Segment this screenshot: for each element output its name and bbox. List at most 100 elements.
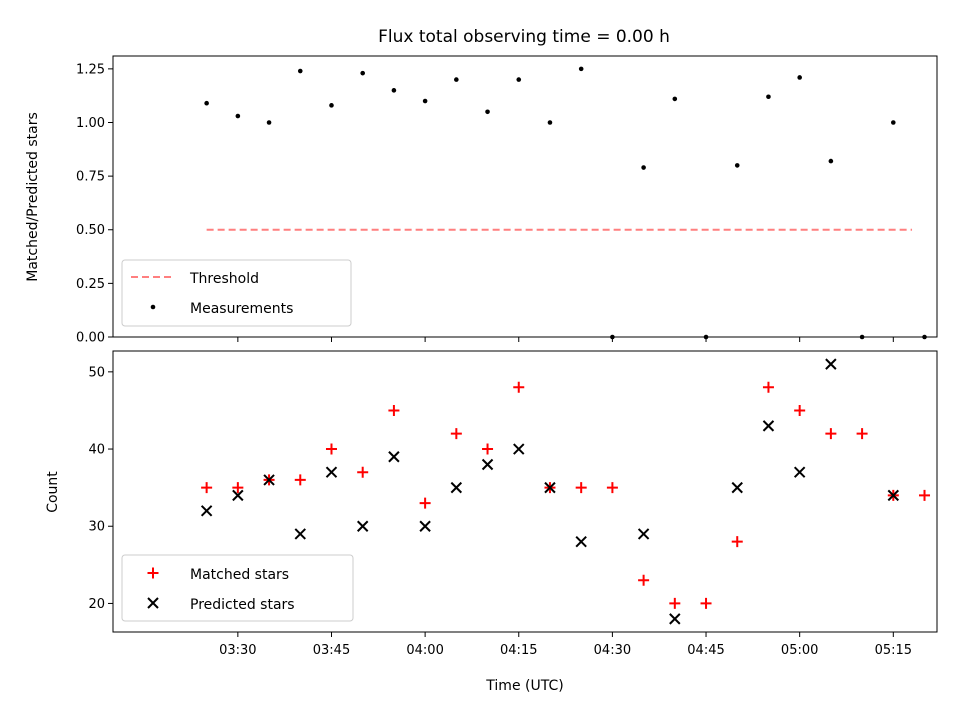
- matched-star-point: [919, 489, 931, 501]
- measurement-point: [734, 163, 740, 168]
- matched-star-point: [232, 482, 244, 494]
- chart-title: Flux total observing time = 0.00 h: [378, 27, 670, 47]
- measurement-point: [329, 103, 334, 108]
- predicted-star-point: [356, 520, 369, 532]
- matched-star-point: [794, 404, 806, 416]
- threshold-legend-label: Threshold: [189, 271, 259, 287]
- measurement-point: [578, 66, 584, 72]
- matched-star-point: [357, 466, 369, 478]
- measurement-point: [891, 120, 896, 125]
- measurement-point: [766, 94, 771, 100]
- y-tick-label: 0.00: [76, 331, 105, 346]
- x-axis-label: Time (UTC): [485, 678, 563, 694]
- matched-star-point: [700, 597, 712, 609]
- top-legend: Threshold Measurements: [121, 259, 352, 327]
- predicted-star-point: [762, 420, 775, 432]
- predicted-star-point: [544, 481, 556, 494]
- measurement-point: [485, 109, 490, 115]
- x-tick-label: 03:30: [219, 643, 256, 658]
- matched-star-point: [856, 428, 868, 440]
- top-legend-box: [121, 259, 352, 327]
- measurement-point: [422, 98, 428, 104]
- top-data-marks: [204, 66, 927, 340]
- top-panel: 0.00 0.25 0.50 0.75 1.00 1.25 Matched/Predict…: [25, 55, 938, 346]
- bottom-legend-box: [121, 554, 354, 622]
- predicted-star-point: [200, 505, 213, 517]
- y-tick-label: 0.50: [76, 223, 105, 238]
- bottom-y-ticks: 20 30 40 50: [88, 365, 113, 612]
- y-tick-label: 40: [88, 443, 105, 458]
- matched-star-point: [825, 428, 837, 440]
- measurement-point: [547, 120, 553, 125]
- measurements-legend-label: Measurements: [190, 301, 293, 317]
- matched-star-point: [201, 482, 213, 494]
- predicted-star-point: [513, 443, 525, 455]
- x-tick-label: 05:00: [781, 643, 818, 658]
- predicted-star-point: [887, 489, 900, 502]
- predicted-star-point: [637, 528, 650, 540]
- x-tick-label: 03:45: [313, 643, 350, 658]
- y-tick-label: 0.25: [76, 277, 105, 292]
- predicted-stars-legend-swatch: [147, 597, 159, 609]
- x-tick-label: 04:30: [594, 643, 631, 658]
- top-y-ticks: 0.00 0.25 0.50 0.75 1.00 1.25: [76, 62, 113, 346]
- bottom-y-axis-label: Count: [45, 471, 61, 513]
- x-tick-label: 04:00: [406, 643, 443, 658]
- matched-star-point: [669, 597, 681, 609]
- measurement-point: [454, 77, 459, 82]
- matched-star-point: [638, 574, 650, 586]
- predicted-star-point: [232, 489, 244, 502]
- y-tick-label: 30: [88, 520, 105, 535]
- matched-star-point: [513, 381, 525, 393]
- measurement-point: [797, 75, 802, 80]
- predicted-star-point: [419, 520, 431, 532]
- measurement-point: [672, 96, 678, 102]
- matched-star-point: [482, 443, 494, 455]
- matched-star-point: [762, 381, 774, 393]
- matched-star-point: [325, 443, 337, 455]
- measurements-legend-swatch: [150, 304, 156, 310]
- matched-stars-legend-swatch: [147, 567, 159, 579]
- predicted-star-point: [294, 528, 306, 540]
- matched-star-point: [294, 474, 306, 486]
- predicted-star-point: [669, 613, 681, 625]
- bottom-data-marks: [200, 358, 931, 625]
- x-tick-label: 04:15: [500, 643, 537, 658]
- predicted-star-point: [825, 358, 837, 370]
- bottom-x-ticks: 03:30 03:45 04:00 04:15 04:30 04:45 05:00 05:15: [219, 632, 912, 658]
- measurement-point: [204, 100, 209, 106]
- x-tick-label: 04:45: [687, 643, 724, 658]
- bottom-plot-frame: [112, 350, 938, 633]
- predicted-star-point: [481, 458, 494, 471]
- measurement-point: [360, 70, 365, 76]
- matched-stars-legend-label: Matched stars: [190, 567, 289, 583]
- top-y-axis-label: Matched/Predicted stars: [25, 112, 41, 282]
- measurement-point: [828, 158, 834, 164]
- predicted-star-point: [388, 451, 400, 463]
- y-tick-label: 1.00: [76, 116, 105, 131]
- predicted-star-point: [793, 466, 806, 478]
- matched-star-point: [731, 536, 743, 548]
- measurement-point: [516, 77, 522, 82]
- y-tick-label: 1.25: [76, 62, 105, 77]
- measurement-point: [641, 165, 646, 170]
- predicted-star-point: [575, 535, 587, 548]
- predicted-stars-legend-label: Predicted stars: [190, 597, 295, 613]
- x-tick-label: 05:15: [875, 643, 912, 658]
- predicted-star-point: [450, 481, 463, 494]
- matched-star-point: [419, 497, 431, 509]
- matched-star-point: [606, 482, 618, 494]
- y-tick-label: 20: [88, 597, 105, 612]
- top-plot-frame: [112, 55, 938, 338]
- bottom-legend: Matched stars Predicted stars: [121, 554, 354, 622]
- predicted-star-point: [325, 466, 338, 478]
- measurement-point: [235, 113, 241, 119]
- predicted-star-point: [731, 481, 743, 494]
- measurement-point: [391, 88, 397, 93]
- y-tick-label: 0.75: [76, 170, 105, 185]
- matched-star-point: [575, 482, 587, 494]
- measurement-point: [266, 120, 272, 125]
- matched-star-point: [450, 428, 462, 440]
